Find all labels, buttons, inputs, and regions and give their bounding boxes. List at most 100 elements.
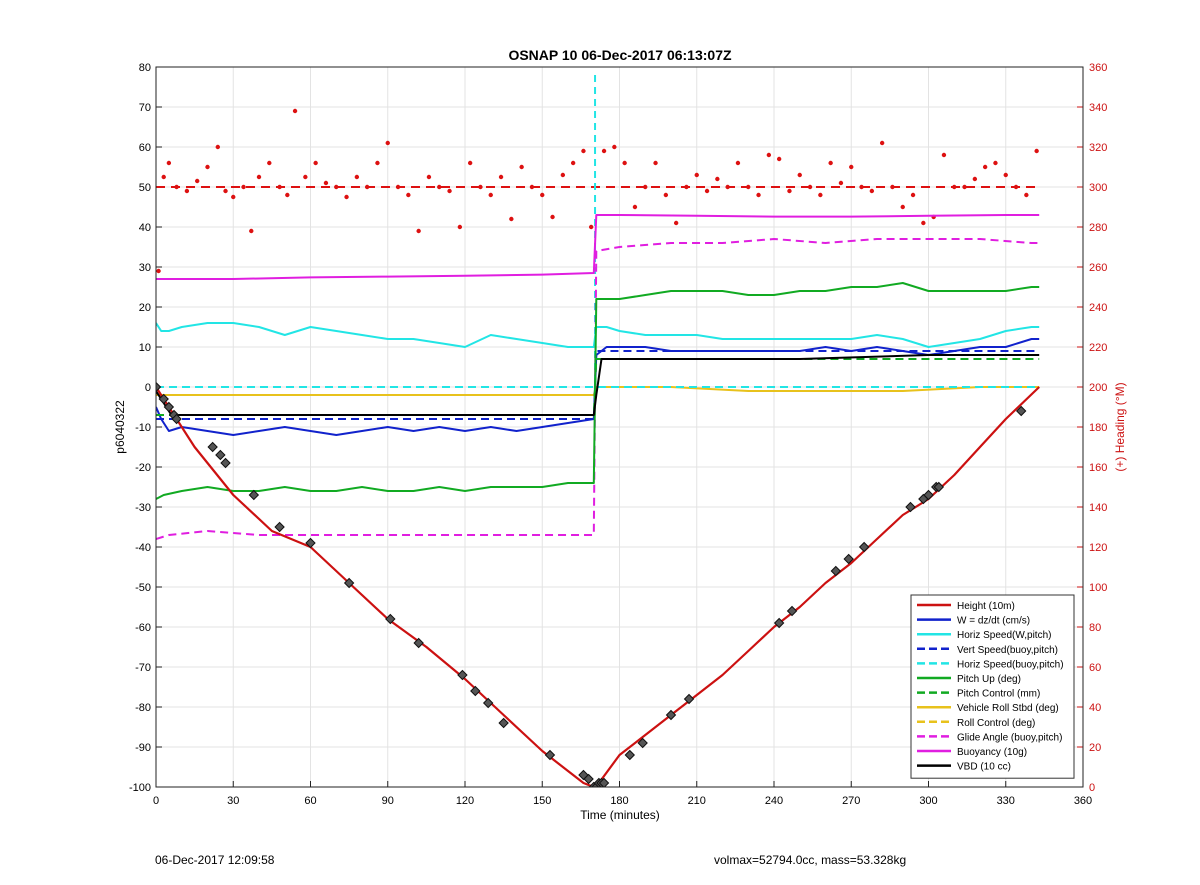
- heading-point: [467, 160, 473, 166]
- x-tick-label: 240: [765, 795, 783, 807]
- heading-point: [663, 192, 669, 198]
- legend-label: Roll Control (deg): [957, 718, 1035, 729]
- heading-point: [869, 188, 875, 194]
- right-tick-label: 140: [1089, 502, 1107, 514]
- x-tick-label: 150: [533, 795, 551, 807]
- right-tick-label: 340: [1089, 102, 1107, 114]
- heading-point: [267, 160, 272, 166]
- heading-point: [426, 174, 432, 180]
- footer-vehicle-params: volmax=52794.0cc, mass=53.328kg: [714, 853, 907, 867]
- height-marker: [923, 489, 934, 501]
- legend-label: Height (10m): [957, 601, 1015, 612]
- heading-point: [849, 164, 854, 170]
- heading-point: [354, 174, 360, 180]
- right-tick-label: 240: [1089, 302, 1107, 314]
- heading-point: [509, 216, 514, 222]
- heading-point: [838, 180, 844, 186]
- left-tick-label: -90: [135, 742, 151, 754]
- heading-point: [746, 184, 751, 190]
- legend-label: Buoyancy (10g): [957, 747, 1027, 758]
- legend: Height (10m) W = dz/dt (cm/s) Horiz Speed(…: [910, 594, 1075, 779]
- heading-point: [632, 204, 638, 210]
- footer-timestamp: 06-Dec-2017 12:09:58: [155, 853, 275, 867]
- right-tick-label: 360: [1089, 62, 1107, 74]
- height-marker: [413, 637, 424, 649]
- heading-point: [478, 184, 483, 190]
- legend-label: Vehicle Roll Stbd (deg): [957, 703, 1059, 714]
- height-marker: [858, 541, 870, 553]
- heading-point: [828, 160, 833, 166]
- left-tick-label: 70: [139, 102, 151, 114]
- heading-point: [910, 192, 916, 198]
- legend-label: Pitch Control (mm): [957, 689, 1040, 700]
- heading-point: [156, 268, 161, 274]
- height-marker: [598, 777, 610, 787]
- heading-point: [285, 192, 290, 198]
- heading-point: [385, 140, 390, 146]
- heading-point: [972, 176, 978, 182]
- axes-frame: [155, 66, 1084, 788]
- height-marker: [773, 617, 785, 629]
- heading-point: [859, 184, 864, 190]
- height-marker: [248, 489, 260, 501]
- right-tick-label: 40: [1089, 702, 1101, 714]
- heading-point: [447, 188, 452, 194]
- series-line: [156, 282, 1040, 500]
- plot-area: [156, 75, 1040, 787]
- height-marker: [683, 693, 695, 705]
- plot-series-group: [156, 75, 1040, 787]
- x-tick-label: 180: [610, 795, 628, 807]
- heading-point: [303, 174, 308, 180]
- heading-point: [540, 192, 545, 198]
- heading-point: [643, 184, 648, 190]
- heading-point: [900, 204, 905, 210]
- heading-point: [277, 184, 282, 190]
- x-tick-label: 120: [456, 795, 474, 807]
- heading-point: [952, 184, 957, 190]
- heading-point: [395, 184, 401, 190]
- left-tick-label: -50: [135, 582, 151, 594]
- heading-point: [375, 160, 380, 166]
- heading-point: [215, 144, 220, 150]
- height-marker: [482, 697, 494, 709]
- series-line: [156, 214, 1040, 280]
- height-marker: [905, 501, 916, 513]
- heading-point: [406, 192, 411, 198]
- left-tick-label: 0: [145, 382, 151, 394]
- height-marker: [933, 481, 945, 493]
- height-marker: [544, 749, 556, 761]
- heading-point: [766, 152, 772, 158]
- right-tick-label: 160: [1089, 462, 1107, 474]
- left-axis-ticks: 80 70 60 50 40 30 20 10 0 -10 -20 -30 -40 -50 -60 -70 -8…: [129, 62, 162, 794]
- heading-point: [313, 160, 318, 166]
- heading-point: [962, 184, 967, 190]
- height-marker: [305, 537, 316, 549]
- right-tick-label: 320: [1089, 142, 1107, 154]
- height-marker: [220, 457, 231, 469]
- right-tick-label: 60: [1089, 662, 1101, 674]
- heading-point: [161, 174, 166, 180]
- heading-point: [519, 164, 524, 170]
- heading-point: [529, 184, 535, 190]
- height-marker: [1015, 405, 1027, 417]
- heading-point: [457, 224, 463, 230]
- heading-point: [174, 184, 179, 190]
- heading-point: [1034, 148, 1039, 154]
- left-axis-label: p6040322: [113, 400, 127, 454]
- legend-label: Horiz Speed(W,pitch): [957, 630, 1051, 641]
- heading-point: [195, 178, 200, 184]
- heading-point: [921, 220, 926, 226]
- heading-point: [205, 164, 210, 170]
- heading-point: [879, 140, 885, 146]
- x-axis-label: Time (minutes): [580, 808, 660, 822]
- height-marker: [158, 393, 169, 405]
- height-marker: [385, 613, 396, 625]
- heading-point: [807, 184, 813, 190]
- height-marker: [343, 577, 355, 589]
- heading-point: [223, 188, 228, 194]
- x-tick-label: 360: [1074, 795, 1092, 807]
- heading-point: [1024, 192, 1029, 198]
- left-tick-label: 10: [139, 342, 151, 354]
- heading-point: [684, 184, 689, 190]
- heading-point: [334, 184, 339, 190]
